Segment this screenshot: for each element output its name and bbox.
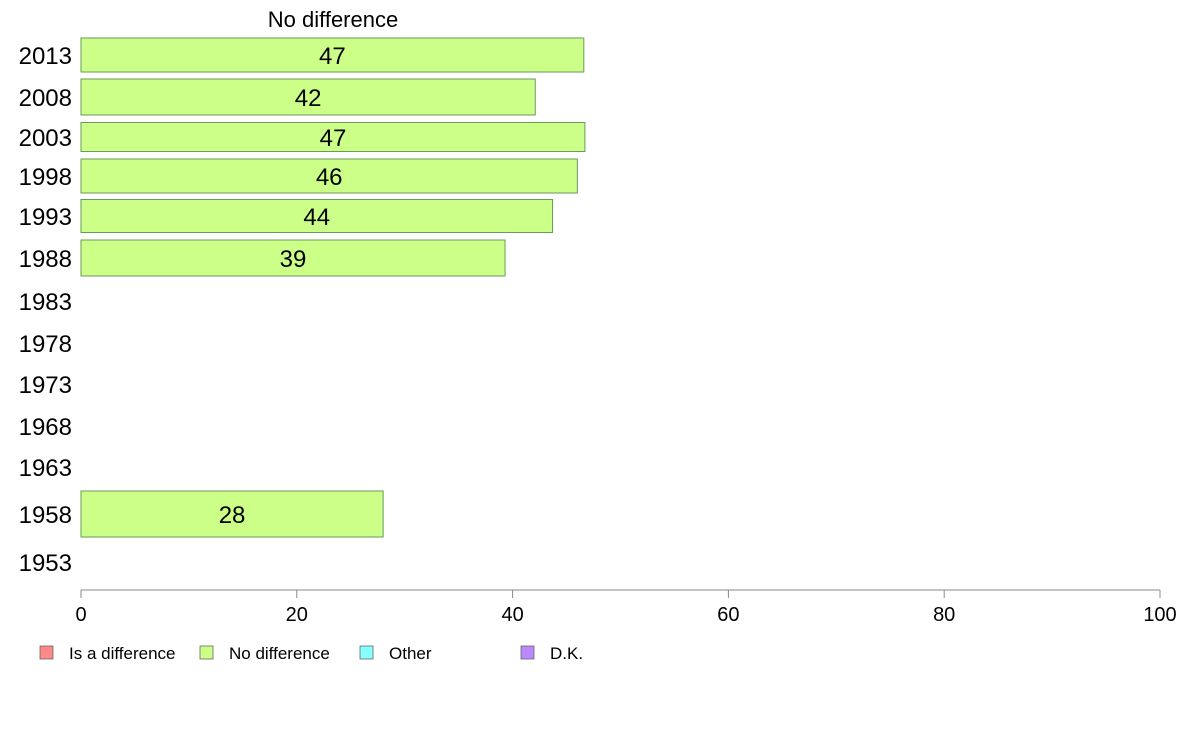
y-tick-label: 1993 bbox=[19, 204, 72, 231]
bar bbox=[80, 158, 578, 194]
x-tick-label: 100 bbox=[1143, 604, 1176, 626]
x-tick-label: 80 bbox=[933, 604, 955, 626]
x-tick-label: 60 bbox=[717, 604, 739, 626]
y-tick-label: 1958 bbox=[19, 502, 72, 529]
legend-label: Other bbox=[389, 644, 432, 663]
legend-swatch bbox=[39, 645, 54, 660]
y-tick-label: 1968 bbox=[19, 414, 72, 441]
legend-label: Is a difference bbox=[69, 644, 175, 663]
bar bbox=[80, 122, 586, 152]
y-tick-label: 1973 bbox=[19, 372, 72, 399]
bar bbox=[80, 490, 384, 538]
data-label: 46 bbox=[316, 164, 343, 191]
legend-swatch bbox=[199, 645, 214, 660]
y-tick-label: 2003 bbox=[19, 125, 72, 152]
bar bbox=[80, 239, 506, 277]
y-tick-label: 2013 bbox=[19, 43, 72, 70]
x-tick-label: 0 bbox=[75, 604, 86, 626]
data-label: 28 bbox=[219, 502, 246, 529]
bar bbox=[80, 199, 554, 233]
bar bbox=[80, 78, 536, 116]
data-label: 47 bbox=[319, 43, 346, 70]
legend-label: D.K. bbox=[550, 644, 583, 663]
data-label: 42 bbox=[295, 85, 322, 112]
legend-swatch bbox=[520, 645, 535, 660]
data-label: 47 bbox=[320, 125, 347, 152]
y-tick-label: 1978 bbox=[19, 331, 72, 358]
legend-swatch bbox=[359, 645, 374, 660]
data-label: 39 bbox=[280, 246, 307, 273]
y-tick-label: 2008 bbox=[19, 85, 72, 112]
legend-label: No difference bbox=[229, 644, 330, 663]
data-label: 44 bbox=[303, 204, 330, 231]
y-tick-label: 1988 bbox=[19, 246, 72, 273]
bar bbox=[80, 37, 585, 73]
chart-title: No difference bbox=[268, 7, 398, 32]
y-tick-label: 1963 bbox=[19, 455, 72, 482]
y-tick-label: 1983 bbox=[19, 289, 72, 316]
y-tick-label: 1953 bbox=[19, 550, 72, 577]
x-tick-label: 20 bbox=[286, 604, 308, 626]
x-tick-label: 40 bbox=[501, 604, 523, 626]
y-tick-label: 1998 bbox=[19, 164, 72, 191]
